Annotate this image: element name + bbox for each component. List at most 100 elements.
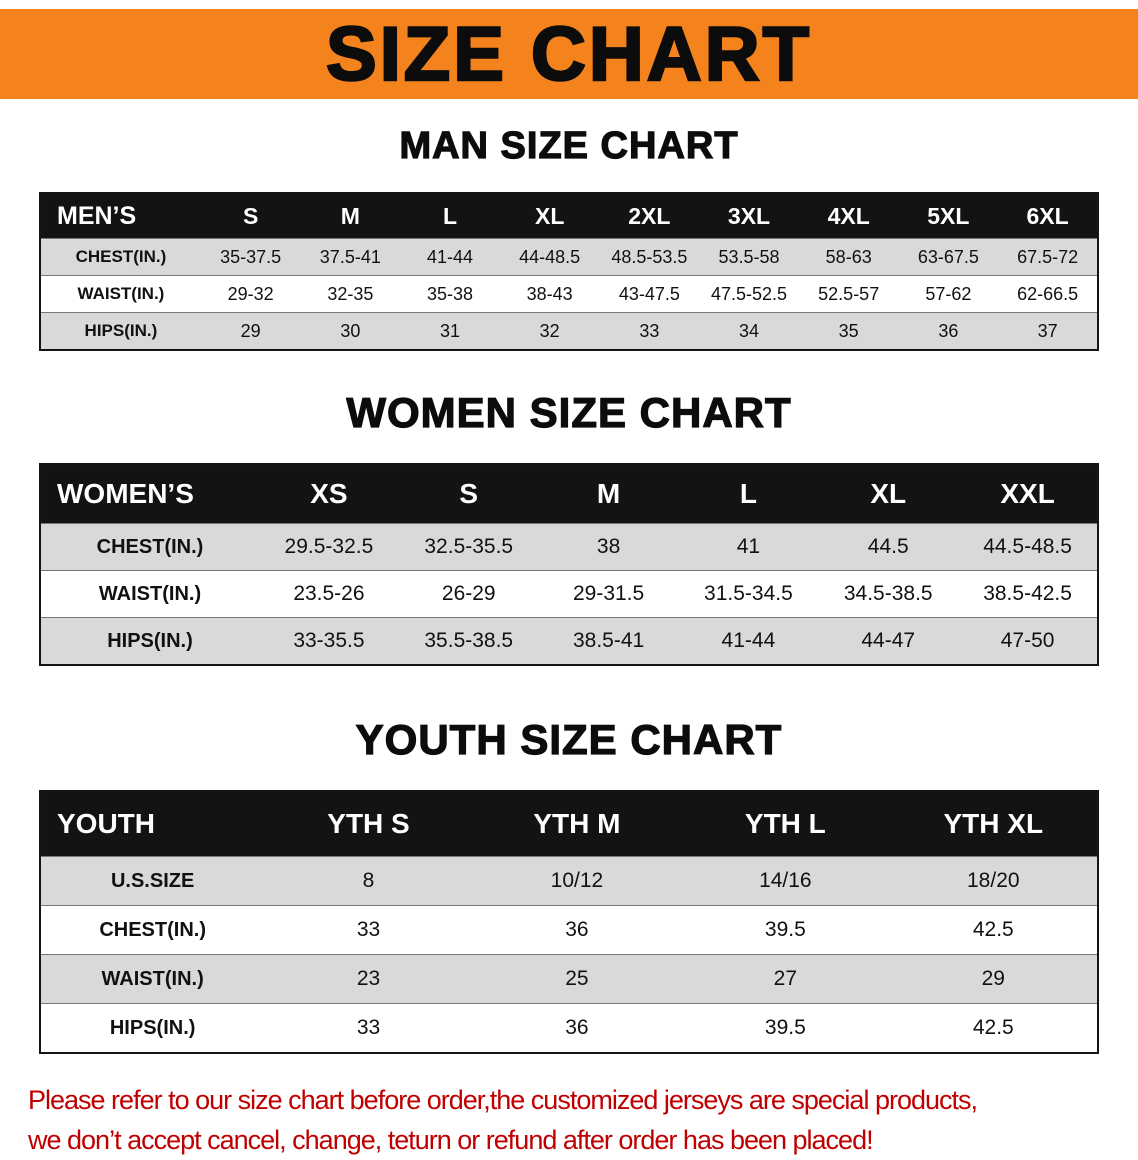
mens-column-header-s: S	[200, 193, 301, 239]
size-value: 33	[599, 312, 700, 350]
size-value: 41-44	[678, 617, 819, 665]
size-value: 10/12	[472, 856, 682, 906]
row-label: U.S.SIZE	[40, 856, 265, 906]
mens-column-header-l: L	[400, 193, 500, 239]
size-value: 39.5	[681, 1003, 890, 1053]
size-value: 67.5-72	[998, 238, 1098, 276]
womens-row-chest-in: CHEST(IN.) 29.5-32.5 32.5-35.5 38 41 44.5 44.5…	[40, 523, 1098, 571]
womens-size-table: WOMEN’S XS S M L XL XXL CHEST(IN.) 29.5-32.5 32.5…	[39, 463, 1099, 666]
womens-column-header-xxl: XXL	[958, 464, 1098, 524]
mens-size-table: MEN’S S M L XL 2XL 3XL 4XL 5XL 6XL CHEST(IN.) 35-37…	[39, 192, 1099, 351]
youth-row-chest-in: CHEST(IN.) 33 36 39.5 42.5	[40, 905, 1098, 955]
section-heading-mens: MAN SIZE CHART	[399, 124, 739, 167]
size-value: 35-38	[400, 275, 500, 313]
womens-column-header-s: S	[398, 464, 539, 524]
size-value: 38-43	[499, 275, 600, 313]
size-value: 47-50	[958, 617, 1098, 665]
size-value: 18/20	[889, 856, 1098, 906]
size-value: 33-35.5	[259, 617, 399, 665]
size-value: 32-35	[300, 275, 401, 313]
mens-row-waist-in: WAIST(IN.) 29-32 32-35 35-38 38-43 43-47.5 47.…	[40, 275, 1098, 313]
size-value: 23	[264, 954, 473, 1004]
section-heading-womens: WOMEN SIZE CHART	[346, 388, 792, 436]
row-label: WAIST(IN.)	[40, 275, 201, 313]
disclaimer-line-2: we don’t accept cancel, change, teturn o…	[28, 1125, 874, 1155]
womens-header-row: WOMEN’S XS S M L XL XXL	[40, 464, 1098, 524]
size-value: 36	[472, 905, 682, 955]
size-value: 57-62	[898, 275, 999, 313]
section-heading-youth: YOUTH SIZE CHART	[355, 715, 783, 763]
mens-column-header-6xl: 6XL	[998, 193, 1098, 239]
row-label: HIPS(IN.)	[40, 617, 260, 665]
size-value: 37.5-41	[300, 238, 401, 276]
size-value: 29	[889, 954, 1098, 1004]
size-value: 37	[998, 312, 1098, 350]
size-value: 44-48.5	[499, 238, 600, 276]
size-value: 26-29	[398, 570, 539, 618]
mens-column-header-3xl: 3XL	[699, 193, 799, 239]
womens-row-waist-in: WAIST(IN.) 23.5-26 26-29 29-31.5 31.5-34.5 34…	[40, 570, 1098, 618]
size-value: 41-44	[400, 238, 500, 276]
size-value: 35.5-38.5	[398, 617, 539, 665]
youth-header-row: YOUTH YTH S YTH M YTH L YTH XL	[40, 791, 1098, 857]
size-chart-sections: MAN SIZE CHART MEN’S S M L XL 2XL 3XL 4XL 5XL 6XL C…	[0, 124, 1138, 1054]
size-value: 31	[400, 312, 500, 350]
size-value: 33	[264, 905, 473, 955]
size-value: 62-66.5	[998, 275, 1098, 313]
size-value: 36	[472, 1003, 682, 1053]
mens-row-chest-in: CHEST(IN.) 35-37.5 37.5-41 41-44 44-48.5 48.5…	[40, 238, 1098, 276]
womens-table-title: WOMEN’S	[40, 464, 260, 524]
size-value: 48.5-53.5	[599, 238, 700, 276]
row-label: CHEST(IN.)	[40, 238, 201, 276]
size-value: 8	[264, 856, 473, 906]
size-value: 31.5-34.5	[678, 570, 819, 618]
youth-row-u-s-size: U.S.SIZE 8 10/12 14/16 18/20	[40, 856, 1098, 906]
mens-header-row: MEN’S S M L XL 2XL 3XL 4XL 5XL 6XL	[40, 193, 1098, 239]
youth-column-header-yth-m: YTH M	[472, 791, 682, 857]
size-value: 34	[699, 312, 799, 350]
womens-column-header-m: M	[538, 464, 679, 524]
size-value: 29-32	[200, 275, 301, 313]
youth-size-table: YOUTH YTH S YTH M YTH L YTH XL U.S.SIZE 8 10/12…	[39, 790, 1099, 1054]
mens-column-header-xl: XL	[499, 193, 600, 239]
size-value: 27	[681, 954, 890, 1004]
youth-table-title: YOUTH	[40, 791, 265, 857]
youth-row-hips-in: HIPS(IN.) 33 36 39.5 42.5	[40, 1003, 1098, 1053]
size-value: 29-31.5	[538, 570, 679, 618]
womens-column-header-xs: XS	[259, 464, 399, 524]
womens-column-header-l: L	[678, 464, 819, 524]
size-value: 14/16	[681, 856, 890, 906]
size-value: 34.5-38.5	[818, 570, 959, 618]
size-value: 43-47.5	[599, 275, 700, 313]
row-label: WAIST(IN.)	[40, 954, 265, 1004]
size-value: 44.5-48.5	[958, 523, 1098, 571]
row-label: HIPS(IN.)	[40, 1003, 265, 1053]
size-value: 32.5-35.5	[398, 523, 539, 571]
row-label: CHEST(IN.)	[40, 523, 260, 571]
row-label: CHEST(IN.)	[40, 905, 265, 955]
womens-row-hips-in: HIPS(IN.) 33-35.5 35.5-38.5 38.5-41 41-44 44-…	[40, 617, 1098, 665]
youth-column-header-yth-l: YTH L	[681, 791, 890, 857]
size-value: 29	[200, 312, 301, 350]
row-label: WAIST(IN.)	[40, 570, 260, 618]
mens-column-header-5xl: 5XL	[898, 193, 999, 239]
row-label: HIPS(IN.)	[40, 312, 201, 350]
size-value: 44-47	[818, 617, 959, 665]
size-value: 58-63	[798, 238, 899, 276]
size-value: 29.5-32.5	[259, 523, 399, 571]
size-value: 47.5-52.5	[699, 275, 799, 313]
size-chart-banner: SIZE CHART	[0, 9, 1138, 99]
size-value: 38.5-41	[538, 617, 679, 665]
size-value: 30	[300, 312, 401, 350]
size-value: 36	[898, 312, 999, 350]
size-value: 39.5	[681, 905, 890, 955]
youth-row-waist-in: WAIST(IN.) 23 25 27 29	[40, 954, 1098, 1004]
size-value: 44.5	[818, 523, 959, 571]
mens-column-header-4xl: 4XL	[798, 193, 899, 239]
youth-column-header-yth-xl: YTH XL	[889, 791, 1098, 857]
mens-column-header-2xl: 2XL	[599, 193, 700, 239]
disclaimer-line-1: Please refer to our size chart before or…	[28, 1085, 978, 1115]
youth-column-header-yth-s: YTH S	[264, 791, 473, 857]
page-title: SIZE CHART	[325, 10, 812, 98]
size-value: 42.5	[889, 1003, 1098, 1053]
